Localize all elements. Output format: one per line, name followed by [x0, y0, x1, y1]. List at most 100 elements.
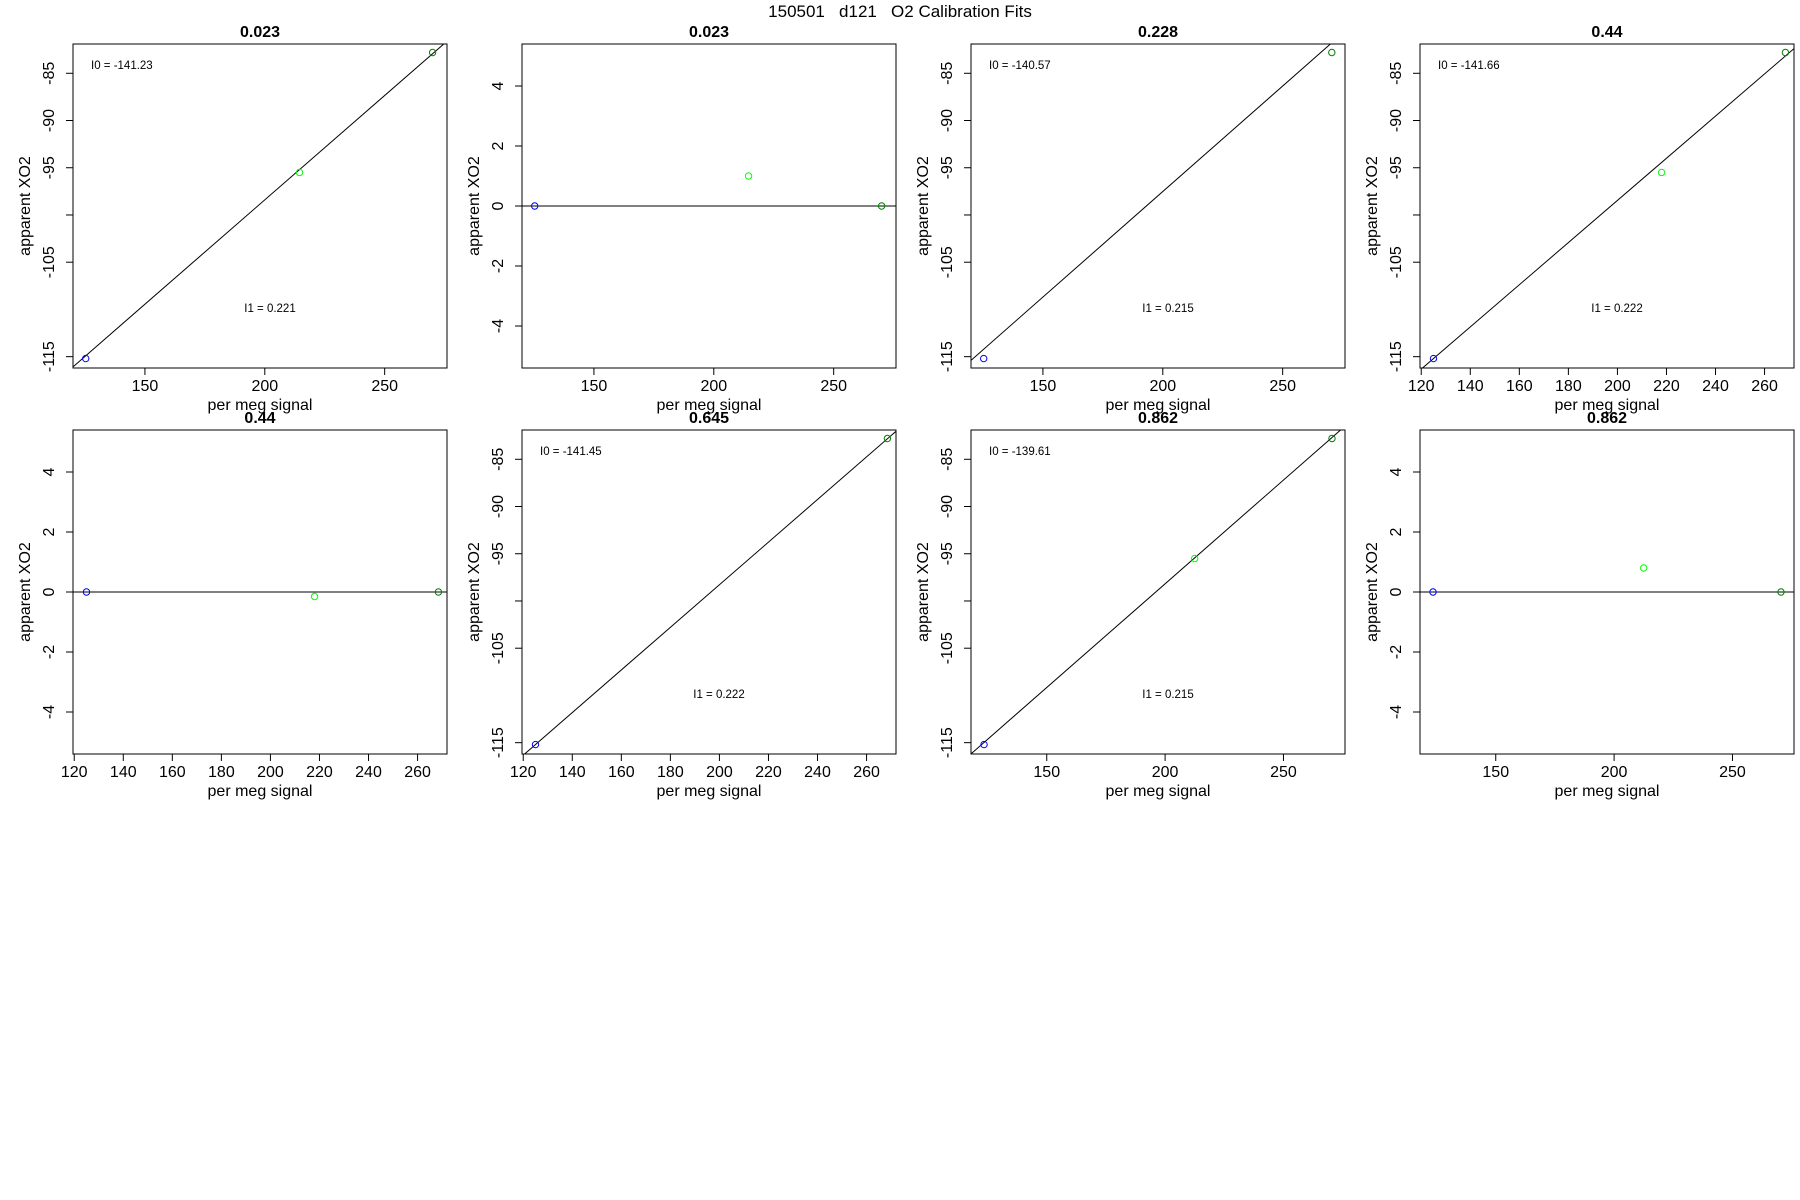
x-tick-label: 120	[1408, 378, 1435, 395]
x-axis-label: per meg signal	[657, 783, 762, 800]
plot-frame	[1419, 43, 1795, 369]
fit-annotation: I0 = -139.61	[989, 446, 1051, 458]
y-tick-label: 2	[490, 141, 507, 150]
y-axis-label: apparent XO2	[915, 156, 932, 256]
data-point	[1781, 48, 1790, 57]
x-axis-label: per meg signal	[1555, 397, 1660, 414]
data-point	[1429, 588, 1437, 596]
y-tick-label: -90	[490, 495, 507, 518]
plot-frame	[970, 43, 1346, 369]
fit-annotation: I0 = -141.45	[540, 446, 602, 458]
panel-4: 0.44 120 140 160 180 200 220 240 260 -115 -105 -95 -…	[1364, 24, 1795, 414]
panel-8: 0.862 150 200 250 -4 -2 0 2 4 per meg signal appar…	[1364, 410, 1795, 800]
x-tick-label: 250	[371, 378, 398, 395]
data-point	[310, 592, 319, 601]
fit-annotation: I1 = 0.215	[1142, 303, 1193, 315]
data-point	[1639, 564, 1648, 572]
x-tick-label: 240	[804, 764, 831, 781]
fit-annotation: I0 = -141.66	[1438, 60, 1500, 72]
x-tick-label: 150	[581, 378, 608, 395]
panel-2: 0.023 150 200 250 -4 -2 0 2 4 per meg signal appar…	[466, 24, 897, 414]
x-tick-label: 120	[510, 764, 537, 781]
y-tick-label: -90	[1388, 109, 1405, 132]
x-tick-label: 180	[657, 764, 684, 781]
x-axis-label: per meg signal	[1106, 397, 1211, 414]
y-tick-label: -2	[41, 645, 58, 659]
data-point	[1429, 354, 1438, 363]
x-tick-label: 160	[159, 764, 186, 781]
x-tick-label: 150	[1030, 378, 1057, 395]
data-point	[1190, 554, 1199, 563]
data-point	[295, 168, 304, 177]
y-tick-label: 0	[490, 201, 507, 210]
x-axis-label: per meg signal	[1106, 783, 1211, 800]
panel-title: 0.44	[244, 410, 275, 427]
x-tick-label: 200	[700, 378, 727, 395]
x-tick-label: 160	[608, 764, 635, 781]
x-tick-label: 200	[251, 378, 278, 395]
data-point	[1657, 168, 1666, 177]
y-tick-label: -115	[490, 727, 507, 758]
x-tick-label: 200	[1149, 378, 1176, 395]
x-tick-label: 250	[1269, 378, 1296, 395]
x-tick-label: 140	[559, 764, 586, 781]
x-tick-label: 200	[1152, 764, 1179, 781]
y-tick-label: -90	[939, 495, 956, 518]
figure-title: 150501 d121 O2 Calibration Fits	[768, 2, 1032, 21]
y-tick-label: -105	[41, 246, 58, 278]
y-tick-label: -115	[1388, 341, 1405, 372]
x-axis-label: per meg signal	[208, 783, 313, 800]
x-tick-label: 140	[1457, 378, 1484, 395]
x-tick-label: 200	[706, 764, 733, 781]
y-tick-label: -4	[490, 319, 507, 333]
y-tick-label: -85	[490, 448, 507, 471]
panel-title: 0.862	[1587, 410, 1627, 427]
panel-title: 0.44	[1591, 24, 1622, 41]
plot-frame	[72, 43, 448, 369]
x-axis-label: per meg signal	[1555, 783, 1660, 800]
fit-annotation: I0 = -140.57	[989, 60, 1051, 72]
y-tick-label: 4	[490, 81, 507, 90]
x-axis-label: per meg signal	[208, 397, 313, 414]
panel-5: 0.44 120 140 160 180 200 220 240 260 -4 -2 0 2 4 per m…	[17, 410, 448, 800]
data-point	[434, 588, 443, 596]
y-tick-label: -105	[490, 632, 507, 664]
panel-title: 0.023	[240, 24, 280, 41]
y-tick-label: 4	[41, 467, 58, 476]
y-tick-label: -95	[939, 156, 956, 179]
x-tick-label: 260	[853, 764, 880, 781]
x-tick-label: 250	[1270, 764, 1297, 781]
data-point	[980, 740, 988, 749]
y-tick-label: -115	[939, 727, 956, 758]
fit-annotation: I1 = 0.222	[693, 689, 744, 701]
y-tick-label: -90	[41, 109, 58, 132]
y-tick-label: -95	[939, 542, 956, 565]
x-tick-label: 150	[1482, 764, 1509, 781]
y-tick-label: 0	[41, 587, 58, 596]
y-axis-label: apparent XO2	[1364, 542, 1381, 642]
fit-annotation: I1 = 0.215	[1142, 689, 1193, 701]
x-tick-label: 220	[755, 764, 782, 781]
x-tick-label: 260	[1751, 378, 1778, 395]
data-point	[82, 354, 90, 363]
y-tick-label: 2	[1388, 527, 1405, 536]
x-tick-label: 220	[1653, 378, 1680, 395]
x-tick-label: 240	[1702, 378, 1729, 395]
data-point	[1777, 588, 1785, 596]
x-tick-label: 180	[208, 764, 235, 781]
y-tick-label: -105	[939, 246, 956, 278]
fit-annotation: I1 = 0.222	[1591, 303, 1642, 315]
plot-frame	[521, 429, 897, 755]
fit-line	[1421, 48, 1794, 368]
y-tick-label: -85	[939, 448, 956, 471]
y-tick-label: -4	[41, 705, 58, 719]
y-tick-label: -95	[41, 156, 58, 179]
panel-title: 0.645	[689, 410, 729, 427]
x-tick-label: 150	[132, 378, 159, 395]
y-axis-label: apparent XO2	[17, 542, 34, 642]
y-axis-label: apparent XO2	[915, 542, 932, 642]
y-tick-label: 2	[41, 527, 58, 536]
x-tick-label: 200	[257, 764, 284, 781]
y-tick-label: -95	[490, 542, 507, 565]
